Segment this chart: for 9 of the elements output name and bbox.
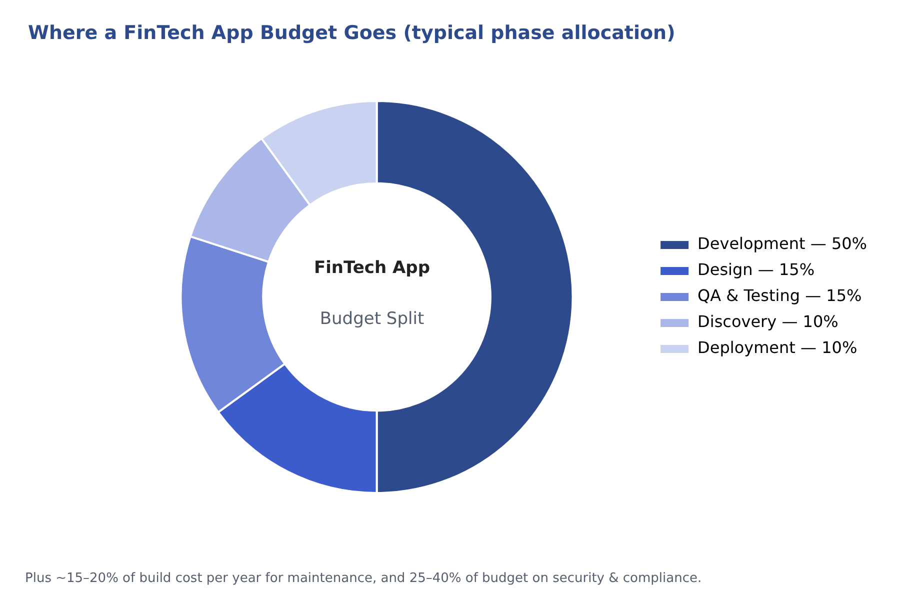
legend-label: Discovery — 10% (698, 312, 838, 332)
text: Budget Split (318, 309, 426, 329)
text: Plus ~15–20% of build cost per year for maintenance, and 25–40% of budget on security & compliance. (25, 571, 702, 586)
legend-label: QA & Testing — 15% (698, 286, 862, 306)
legend-label: Design — 15% (698, 260, 815, 280)
legend-label: Development — 50% (698, 234, 868, 254)
chart-title: Where a FinTech App Budget Goes (typical phase allocation) (28, 22, 676, 44)
legend-label: Deployment — 10% (698, 338, 858, 358)
text: FinTech App (312, 258, 431, 278)
